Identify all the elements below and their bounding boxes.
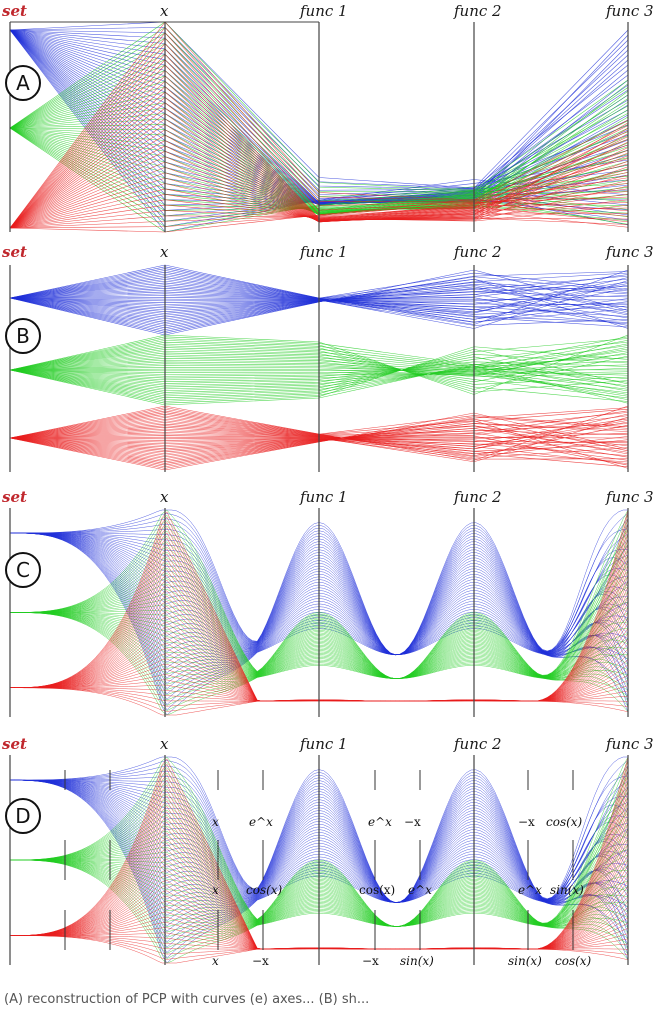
func-label-blue: −x xyxy=(404,815,421,829)
panel-label-a: A xyxy=(5,65,41,101)
func-label-blue: e^x xyxy=(368,815,392,829)
axis-header-func3: func 3 xyxy=(606,488,654,506)
axis-header-func3: func 3 xyxy=(606,243,654,261)
func-label-green: sin(x) xyxy=(550,883,584,897)
func-label-red: x xyxy=(212,954,219,968)
func-label-green: cos(x) xyxy=(246,883,283,897)
panel-d-lines xyxy=(10,756,629,964)
func-label-red: sin(x) xyxy=(508,954,542,968)
panel-label-b: B xyxy=(5,318,41,354)
axis-header-func2: func 2 xyxy=(454,488,502,506)
axis-header-x: x xyxy=(160,735,169,753)
func-label-blue: x xyxy=(212,815,219,829)
func-label-blue: −x xyxy=(518,815,535,829)
func-label-red: −x xyxy=(252,954,269,968)
func-label-red: −x xyxy=(362,954,379,968)
func-label-green: e^x xyxy=(408,883,432,897)
axis-header-func3: func 3 xyxy=(606,2,654,20)
axis-header-func2: func 2 xyxy=(454,735,502,753)
axis-header-func1: func 1 xyxy=(300,2,348,20)
axis-header-func2: func 2 xyxy=(454,243,502,261)
func-label-green: cos(x) xyxy=(359,883,396,897)
panel-label-c: C xyxy=(5,552,41,588)
func-label-green: e^x xyxy=(518,883,542,897)
axis-header-set: set xyxy=(2,243,27,261)
axis-header-set: set xyxy=(2,735,27,753)
func-label-red: sin(x) xyxy=(400,954,434,968)
func-label-green: x xyxy=(212,883,219,897)
func-label-red: cos(x) xyxy=(555,954,592,968)
axis-header-func1: func 1 xyxy=(300,735,348,753)
axis-header-func1: func 1 xyxy=(300,488,348,506)
axis-header-x: x xyxy=(160,2,169,20)
panel-label-d: D xyxy=(5,798,41,834)
axis-header-x: x xyxy=(160,488,169,506)
func-label-blue: e^x xyxy=(249,815,273,829)
axis-header-x: x xyxy=(160,243,169,261)
figure-caption: (A) reconstruction of PCP with curves (e… xyxy=(4,992,370,1007)
axis-header-set: set xyxy=(2,488,27,506)
axis-header-func1: func 1 xyxy=(300,243,348,261)
axis-header-func2: func 2 xyxy=(454,2,502,20)
func-label-blue: cos(x) xyxy=(546,815,583,829)
axis-header-func3: func 3 xyxy=(606,735,654,753)
axis-header-set: set xyxy=(2,2,27,20)
